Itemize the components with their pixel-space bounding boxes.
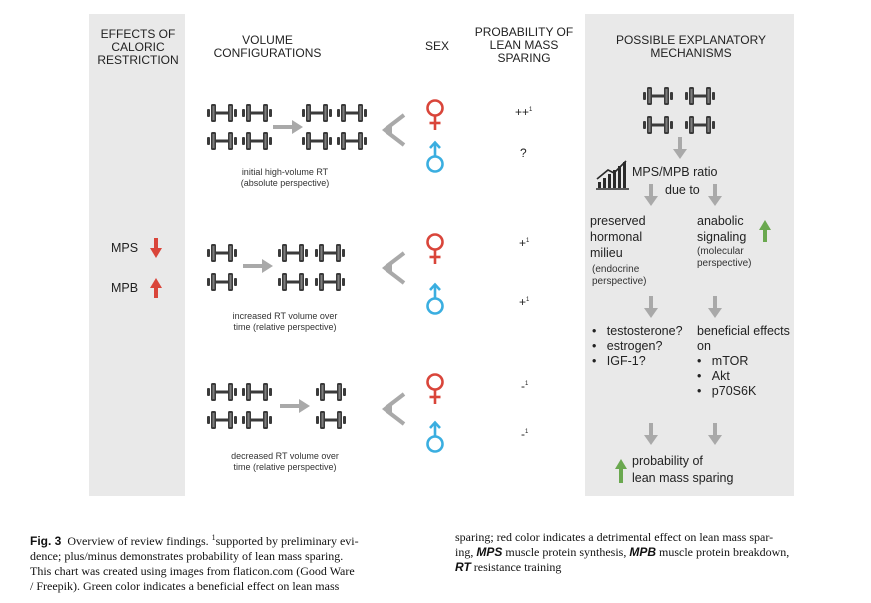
dumbbell-icon [240, 382, 274, 402]
dumbbell-icon [276, 272, 310, 292]
dumbbell-icon [240, 103, 274, 123]
list-item: • estrogen? [592, 339, 663, 353]
dumbbell-icon [205, 131, 239, 151]
row1-prob-female: ++1 [515, 105, 533, 119]
dumbbell-icon [641, 115, 675, 135]
dumbbell-icon [335, 131, 369, 151]
row2-prob-male: +1 [519, 295, 530, 309]
row3-prob-female: -1 [521, 379, 529, 393]
dumbbell-icon [335, 103, 369, 123]
male-icon [425, 282, 445, 316]
dumbbell-icon [313, 243, 347, 263]
dumbbell-icon [205, 382, 239, 402]
row3-caption: decreased RT volume over time (relative p… [231, 451, 339, 472]
dumbbell-icon [314, 382, 348, 402]
dumbbell-icon [205, 243, 239, 263]
figure-caption-right: sparing; red color indicates a detriment… [455, 530, 790, 574]
signaling-list: • mTOR • Akt • p70S6K [697, 354, 756, 399]
female-icon [425, 232, 445, 266]
dumbbell-icon [314, 410, 348, 430]
green-up-arrow-icon [615, 459, 627, 483]
figure-label: Fig. 3 [30, 534, 62, 548]
row3-prob-male: -1 [521, 427, 529, 441]
list-item: • mTOR [697, 354, 749, 368]
list-item: • IGF-1? [592, 354, 646, 368]
right-arrow-icon [280, 399, 310, 413]
mps-down-arrow-icon [150, 238, 162, 258]
male-icon [425, 140, 445, 174]
green-up-arrow-icon [759, 220, 771, 242]
female-icon [425, 98, 445, 132]
header-volume: VOLUME CONFIGURATIONS [213, 33, 322, 60]
down-arrow-icon [644, 184, 658, 206]
due-to-label: due to [665, 183, 700, 197]
beneficial-effects-label: beneficial effects on [697, 324, 790, 353]
right-arrow-icon [243, 259, 273, 273]
male-icon [425, 420, 445, 454]
figure-caption-left: Fig. 3 Overview of review findings. 1sup… [30, 533, 359, 593]
list-item: • Akt [697, 369, 730, 383]
endocrine-perspective-label: (endocrine perspective) [592, 264, 647, 287]
down-arrow-icon [644, 423, 658, 445]
dumbbell-icon [276, 243, 310, 263]
row2-caption: increased RT volume over time (relative p… [232, 311, 338, 332]
row1-prob-male: ? [520, 146, 527, 160]
list-item: • p70S6K [697, 384, 757, 398]
molecular-perspective-label: (molecular perspective) [697, 246, 752, 269]
dumbbell-icon [300, 131, 334, 151]
dumbbell-icon [641, 86, 675, 106]
down-arrow-icon [708, 423, 722, 445]
mps-mpb-ratio-label: MPS/MPB ratio [632, 165, 718, 179]
dumbbell-icon [205, 103, 239, 123]
hormone-list: • testosterone? • estrogen? • IGF-1? [592, 324, 683, 369]
dumbbell-icon [300, 103, 334, 123]
dumbbell-icon [240, 410, 274, 430]
mps-label: MPS [111, 241, 139, 255]
fork-arrow-icon [380, 250, 406, 286]
growth-chart-icon [596, 160, 629, 190]
fork-arrow-icon [380, 112, 406, 148]
dumbbell-icon [205, 410, 239, 430]
header-probability: PROBABILITY OF LEAN MASS SPARING [474, 25, 574, 65]
row2-prob-female: +1 [519, 236, 530, 250]
mpb-label: MPB [111, 281, 139, 295]
down-arrow-icon [708, 296, 722, 318]
fork-arrow-icon [380, 391, 406, 427]
lean-mass-sparing-outcome: probability of lean mass sparing [632, 454, 734, 485]
caloric-restriction-panel [89, 14, 185, 496]
dumbbell-icon [240, 131, 274, 151]
dumbbell-icon [313, 272, 347, 292]
down-arrow-icon [644, 296, 658, 318]
header-sex: SEX [424, 39, 449, 53]
dumbbell-icon [683, 86, 717, 106]
down-arrow-icon [708, 184, 722, 206]
list-item: • testosterone? [592, 324, 683, 338]
header-effects: EFFECTS OF CALORIC RESTRICTION [97, 27, 179, 67]
dumbbell-icon [683, 115, 717, 135]
anabolic-signaling-label: anabolic signaling [697, 214, 747, 244]
down-arrow-icon [673, 137, 687, 159]
row1-caption: initial high-volume RT (absolute perspect… [240, 167, 330, 188]
hormonal-milieu-label: preserved hormonal milieu [590, 214, 646, 260]
mpb-up-arrow-icon [150, 278, 162, 298]
female-icon [425, 372, 445, 406]
header-mechanisms: POSSIBLE EXPLANATORY MECHANISMS [615, 33, 767, 60]
right-arrow-icon [273, 120, 303, 134]
dumbbell-icon [205, 272, 239, 292]
